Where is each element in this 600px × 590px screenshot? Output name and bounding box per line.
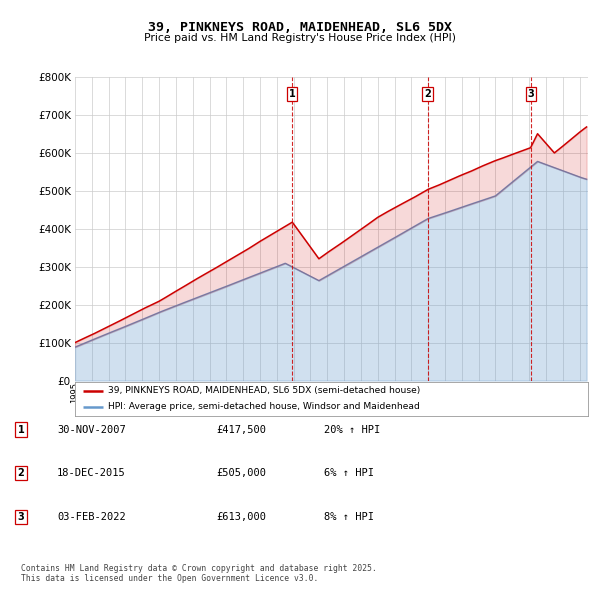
Text: 20% ↑ HPI: 20% ↑ HPI — [324, 425, 380, 434]
Text: 2: 2 — [17, 468, 25, 478]
Text: 30-NOV-2007: 30-NOV-2007 — [57, 425, 126, 434]
Text: 1: 1 — [289, 88, 296, 99]
Text: £613,000: £613,000 — [216, 512, 266, 522]
Text: 18-DEC-2015: 18-DEC-2015 — [57, 468, 126, 478]
Text: HPI: Average price, semi-detached house, Windsor and Maidenhead: HPI: Average price, semi-detached house,… — [109, 402, 420, 411]
Text: £417,500: £417,500 — [216, 425, 266, 434]
Text: 03-FEB-2022: 03-FEB-2022 — [57, 512, 126, 522]
Text: 39, PINKNEYS ROAD, MAIDENHEAD, SL6 5DX (semi-detached house): 39, PINKNEYS ROAD, MAIDENHEAD, SL6 5DX (… — [109, 386, 421, 395]
Text: £505,000: £505,000 — [216, 468, 266, 478]
Text: 3: 3 — [527, 88, 534, 99]
Text: 39, PINKNEYS ROAD, MAIDENHEAD, SL6 5DX: 39, PINKNEYS ROAD, MAIDENHEAD, SL6 5DX — [148, 21, 452, 34]
Text: 1: 1 — [17, 425, 25, 434]
Text: 6% ↑ HPI: 6% ↑ HPI — [324, 468, 374, 478]
Text: Contains HM Land Registry data © Crown copyright and database right 2025.
This d: Contains HM Land Registry data © Crown c… — [21, 563, 377, 583]
Text: 8% ↑ HPI: 8% ↑ HPI — [324, 512, 374, 522]
Text: 3: 3 — [17, 512, 25, 522]
Text: 2: 2 — [424, 88, 431, 99]
Text: Price paid vs. HM Land Registry's House Price Index (HPI): Price paid vs. HM Land Registry's House … — [144, 33, 456, 43]
